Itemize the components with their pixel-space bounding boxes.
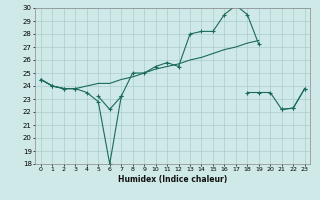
X-axis label: Humidex (Indice chaleur): Humidex (Indice chaleur) [118, 175, 228, 184]
